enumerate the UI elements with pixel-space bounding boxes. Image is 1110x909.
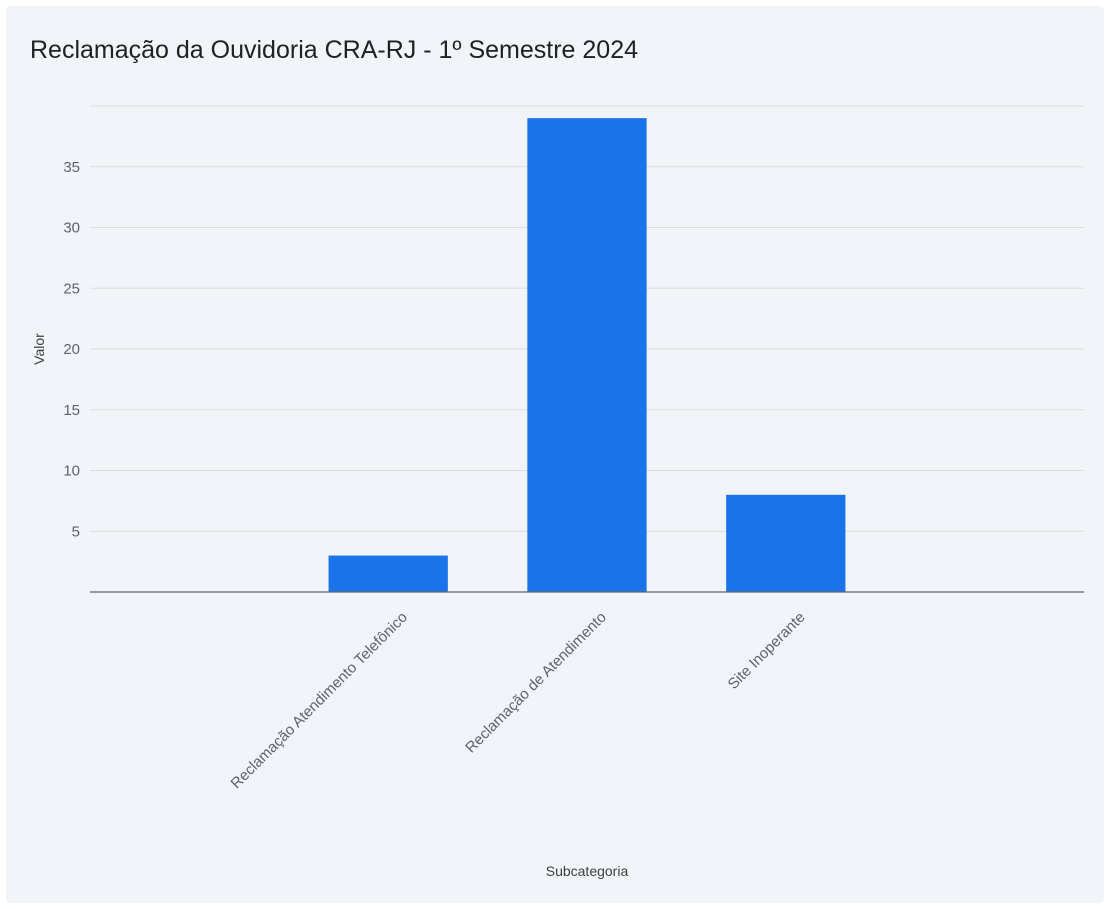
x-tick-label: Reclamação de Atendimento (462, 609, 610, 757)
bar (328, 555, 448, 592)
y-tick-label: 5 (72, 523, 80, 540)
bar (527, 118, 647, 593)
y-tick-labels: 5 10 15 20 25 30 35 (63, 159, 80, 541)
y-tick-label: 30 (63, 220, 80, 237)
x-axis-title: Subcategoria (546, 863, 629, 879)
bars (328, 118, 846, 593)
y-tick-label: 10 (63, 463, 80, 480)
y-tick-label: 35 (63, 159, 80, 176)
bar (726, 494, 846, 592)
y-tick-label: 25 (63, 280, 80, 297)
y-tick-label: 15 (63, 402, 80, 419)
bar-chart: 5 10 15 20 25 30 35 Reclamação Atendimento Tel… (31, 105, 1084, 879)
x-tick-label: Site Inoperante (725, 609, 809, 693)
x-tick-labels: Reclamação Atendimento Telefônico Reclama… (228, 609, 809, 792)
chart-card: Reclamação da Ouvidoria CRA-RJ - 1º Seme… (6, 6, 1104, 903)
x-tick-label: Reclamação Atendimento Telefônico (228, 609, 411, 792)
y-axis-title: Valor (31, 333, 47, 365)
y-tick-label: 20 (63, 341, 80, 358)
chart-title: Reclamação da Ouvidoria CRA-RJ - 1º Seme… (30, 36, 638, 64)
